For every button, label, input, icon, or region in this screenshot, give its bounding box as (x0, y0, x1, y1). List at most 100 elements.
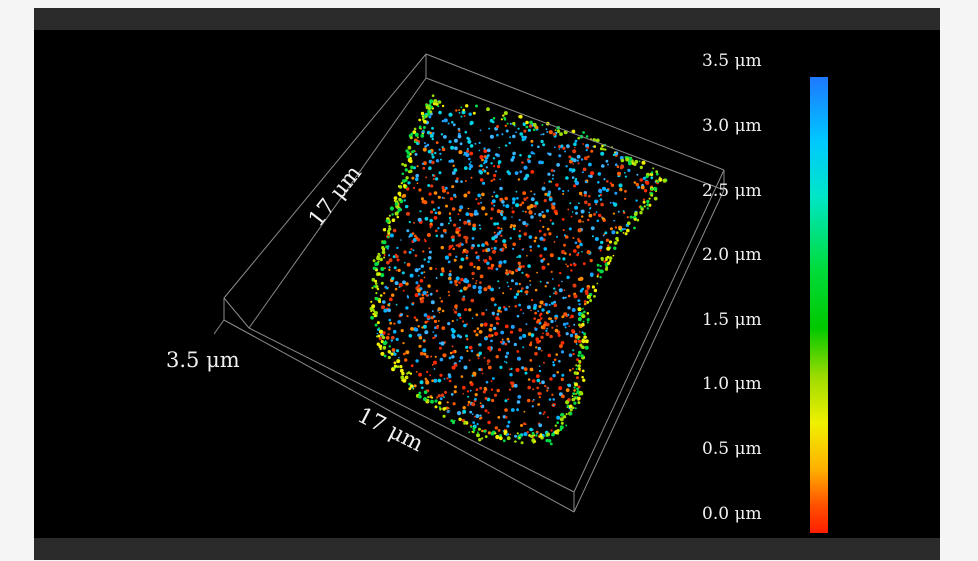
point (561, 373, 565, 377)
point (554, 424, 557, 427)
point (414, 132, 419, 137)
point (472, 223, 477, 228)
point (527, 332, 532, 336)
point (633, 181, 637, 184)
point (463, 323, 467, 328)
point (394, 281, 399, 286)
point (599, 269, 604, 274)
point (459, 219, 462, 221)
point (553, 146, 556, 149)
point (552, 373, 556, 378)
point (519, 203, 523, 207)
point (546, 327, 548, 330)
point (642, 176, 646, 180)
point (422, 126, 426, 129)
point (381, 334, 384, 337)
point (650, 176, 654, 180)
point (437, 394, 441, 398)
point (383, 254, 386, 256)
point (523, 432, 528, 437)
point (459, 205, 464, 210)
point (554, 328, 559, 333)
point (488, 257, 492, 261)
point (426, 315, 431, 319)
point (500, 234, 503, 237)
point (433, 378, 438, 383)
point (599, 249, 602, 252)
point (434, 399, 438, 403)
point (414, 327, 419, 332)
point (562, 229, 565, 232)
point (461, 251, 465, 254)
point (408, 387, 412, 391)
point (509, 136, 511, 139)
point (455, 276, 460, 281)
point (606, 246, 611, 251)
point (431, 396, 434, 399)
point (486, 172, 490, 175)
point (420, 111, 425, 116)
point (583, 332, 587, 336)
point (391, 213, 394, 216)
point (586, 321, 589, 324)
point (543, 323, 547, 327)
point (573, 389, 576, 392)
point (373, 311, 378, 315)
point (392, 228, 397, 233)
point (484, 396, 488, 400)
point (409, 233, 413, 237)
point (378, 329, 384, 334)
point (391, 348, 396, 352)
point (478, 259, 481, 262)
point (541, 124, 544, 126)
point (438, 110, 442, 115)
point (520, 308, 522, 311)
point (581, 375, 584, 379)
point (567, 383, 569, 386)
point (532, 398, 535, 401)
point (574, 139, 578, 143)
point (572, 392, 576, 395)
point (598, 213, 602, 218)
point (387, 355, 391, 360)
point (581, 171, 584, 174)
point (506, 337, 510, 341)
point (470, 176, 473, 179)
point (546, 416, 549, 419)
point (534, 213, 536, 215)
point (477, 289, 482, 294)
point (371, 277, 376, 282)
point (495, 153, 498, 157)
point (406, 372, 409, 375)
point (440, 234, 444, 238)
point (374, 279, 378, 283)
point (624, 197, 627, 200)
point (417, 325, 420, 328)
point (465, 212, 470, 217)
point (447, 122, 450, 125)
point (538, 229, 542, 233)
point (527, 385, 531, 390)
point (479, 274, 484, 279)
point (422, 324, 427, 329)
point (476, 423, 479, 426)
point (521, 161, 524, 164)
point (557, 333, 561, 337)
point (550, 301, 555, 305)
point (578, 323, 581, 327)
point (530, 333, 535, 337)
point (384, 267, 386, 270)
point (395, 254, 399, 259)
point (468, 157, 471, 161)
point (597, 172, 602, 176)
point (457, 243, 462, 248)
point (574, 334, 579, 339)
3d-volume-render: 17 μm 17 μm 3.5 μm (166, 53, 725, 513)
point (396, 258, 400, 262)
point (372, 312, 375, 315)
point (608, 240, 613, 244)
point (472, 111, 476, 115)
point (589, 174, 593, 178)
point (441, 269, 445, 273)
point (532, 123, 537, 127)
